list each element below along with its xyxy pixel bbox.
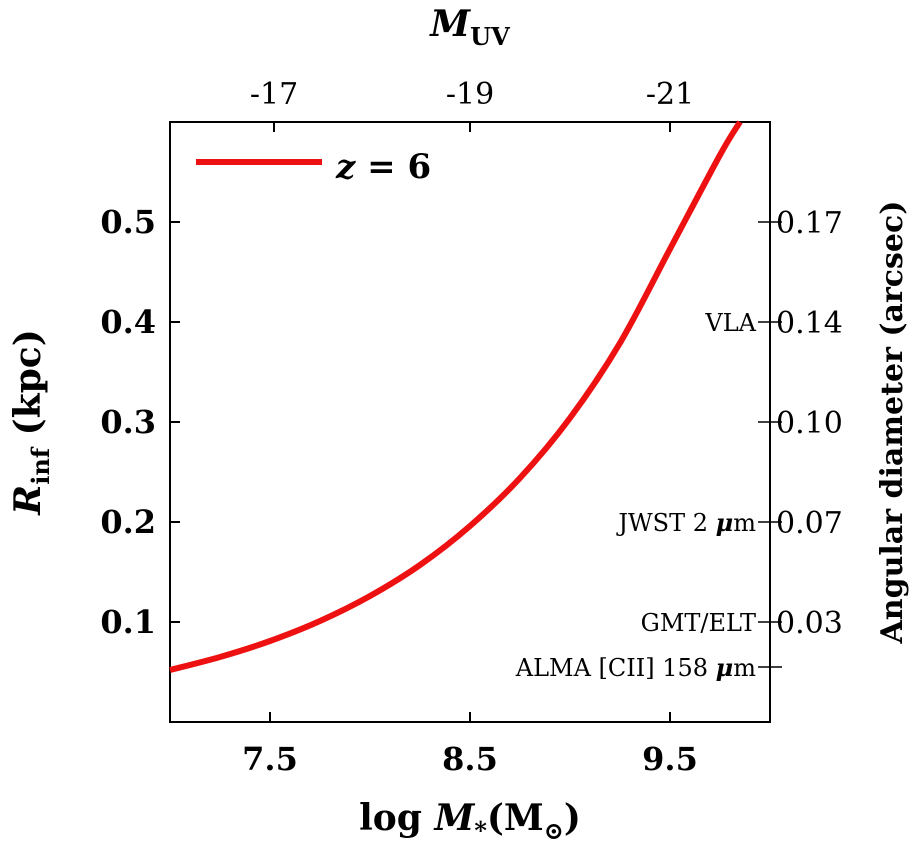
instrument-label: GMT/ELT — [641, 609, 756, 637]
y-tick-label: 0.1 — [100, 603, 156, 641]
top-axis-ticks: -17 -19 -21 — [250, 77, 694, 132]
right-axis-ticks: 0.17 0.14 0.10 0.07 0.03 — [758, 206, 843, 668]
right-tick-label: 0.14 — [776, 306, 843, 341]
instrument-label-mu: μ — [716, 508, 734, 537]
instrument-label-text: GMT/ELT — [641, 609, 756, 637]
right-tick-label: 0.07 — [776, 506, 843, 541]
instrument-label-text: JWST 2 — [615, 509, 715, 537]
y-axis-label: Rinf (kpc) — [7, 329, 55, 515]
top-tick-label: -21 — [646, 77, 694, 112]
x-axis-ticks: 7.5 8.5 9.5 — [242, 712, 698, 778]
top-tick-label: -19 — [446, 77, 494, 112]
instrument-label-unit: m — [733, 509, 756, 537]
y-tick-label: 0.5 — [100, 203, 156, 241]
top-axis-label: MUV — [428, 3, 510, 51]
right-tick-label: 0.17 — [776, 206, 843, 241]
instrument-label-mu: μ — [716, 653, 734, 682]
instrument-label: JWST 2 μm — [615, 508, 756, 537]
y-tick-label: 0.3 — [100, 403, 156, 441]
series-line-z6 — [169, 120, 743, 673]
right-tick-label: 0.03 — [776, 606, 843, 641]
y-axis-ticks: 0.1 0.2 0.3 0.4 0.5 — [100, 203, 180, 641]
legend-label-z6: z = 6 — [335, 147, 431, 187]
y-tick-label: 0.4 — [100, 303, 156, 341]
x-tick-label: 7.5 — [242, 740, 298, 778]
instrument-label-text: ALMA [CII] 158 — [515, 654, 716, 682]
y-tick-label: 0.2 — [100, 503, 156, 541]
instrument-label-unit: m — [733, 654, 756, 682]
right-tick-label: 0.10 — [776, 406, 843, 441]
x-tick-label: 8.5 — [442, 740, 498, 778]
instrument-label: VLA — [704, 309, 756, 337]
right-axis-label: Angular diameter (arcsec) — [875, 201, 910, 645]
top-tick-label: -17 — [250, 77, 298, 112]
series-layer — [169, 120, 743, 673]
x-axis-label: log M*(M⊙) — [359, 797, 581, 845]
x-tick-label: 9.5 — [642, 740, 698, 778]
legend: z = 6 — [196, 147, 431, 187]
instrument-label: ALMA [CII] 158 μm — [515, 653, 757, 682]
instrument-label-text: VLA — [704, 309, 756, 337]
